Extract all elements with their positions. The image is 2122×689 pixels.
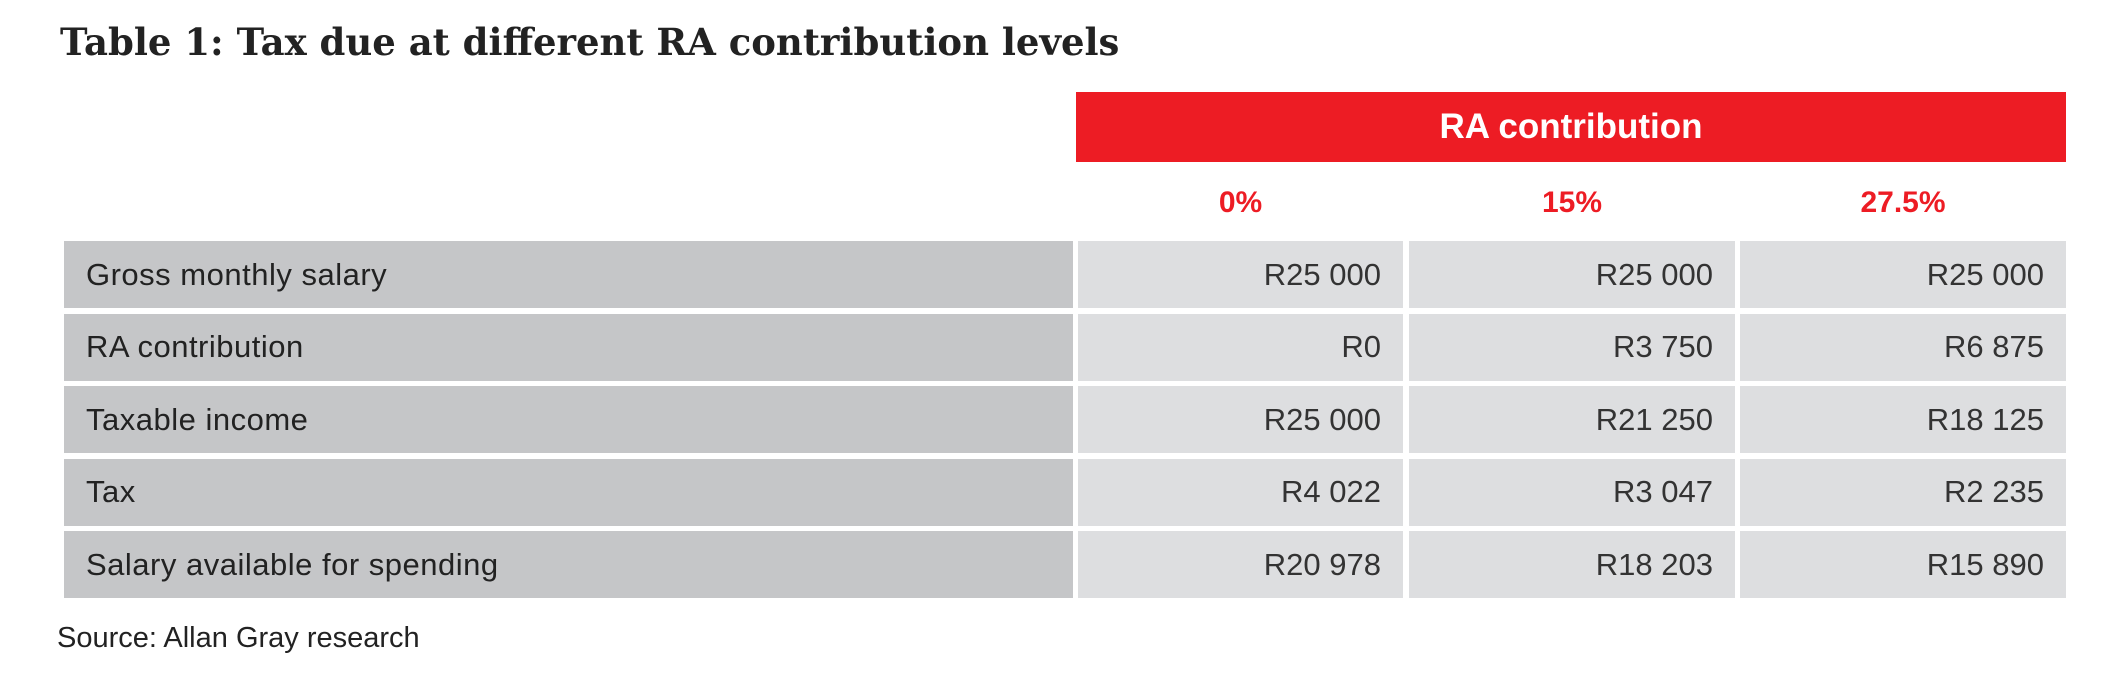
- table-cell: R3 047: [1409, 458, 1735, 526]
- table-cell: R0: [1078, 313, 1403, 381]
- table-cell: R3 750: [1409, 313, 1735, 381]
- table-cell: R25 000: [1078, 386, 1403, 453]
- table-title: Table 1: Tax due at different RA contrib…: [60, 20, 1120, 64]
- column-header: 27.5%: [1860, 186, 1946, 219]
- table-cell: R4 022: [1078, 458, 1403, 526]
- table-cell: R21 250: [1409, 386, 1735, 453]
- column-header: 15%: [1541, 186, 1603, 219]
- group-header: RA contribution: [1076, 92, 2066, 162]
- row-label: Gross monthly salary: [64, 241, 1073, 308]
- table-cell: R2 235: [1740, 458, 2066, 526]
- table-cell: R25 000: [1078, 241, 1403, 308]
- table-cell: R6 875: [1740, 313, 2066, 381]
- row-label: Salary available for spending: [64, 531, 1073, 598]
- row-label: Tax: [64, 458, 1073, 526]
- table-cell: R15 890: [1740, 531, 2066, 598]
- column-header: 0%: [1218, 186, 1263, 219]
- row-label: Taxable income: [64, 386, 1073, 453]
- table-cell: R18 203: [1409, 531, 1735, 598]
- source-note: Source: Allan Gray research: [57, 622, 420, 654]
- table-cell: R18 125: [1740, 386, 2066, 453]
- table-cell: R25 000: [1740, 241, 2066, 308]
- table-cell: R20 978: [1078, 531, 1403, 598]
- table-cell: R25 000: [1409, 241, 1735, 308]
- row-label: RA contribution: [64, 313, 1073, 381]
